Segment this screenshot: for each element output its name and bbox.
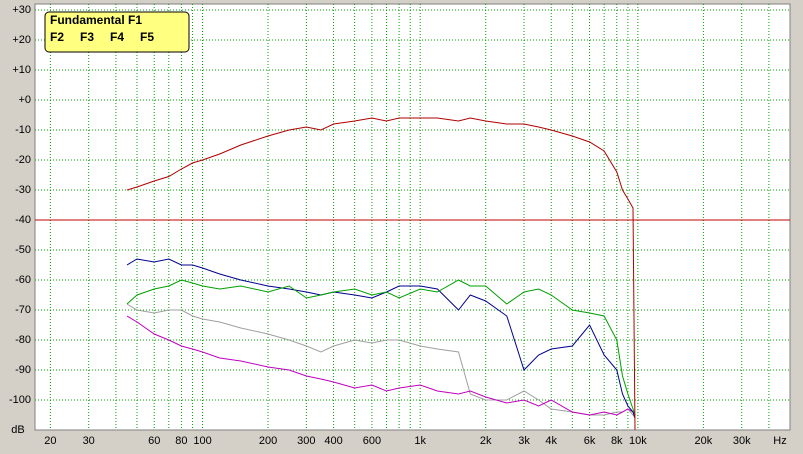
y-tick-label: +20 (12, 34, 31, 46)
y-axis-label: dB (11, 424, 24, 436)
x-tick-label: 1k (414, 435, 426, 447)
series-line (126, 303, 636, 419)
x-axis-label: Hz (773, 435, 786, 447)
y-tick-label: -30 (15, 184, 31, 196)
series-line (126, 258, 636, 419)
series-line (126, 279, 636, 416)
x-tick-label: 600 (363, 435, 381, 447)
legend: Fundamental F1 F2 F3 F4 F5 (44, 11, 190, 53)
y-tick-label: -80 (15, 334, 31, 346)
legend-box (44, 11, 190, 53)
x-tick-label: 6k (584, 435, 596, 447)
x-tick-label: 60 (148, 435, 160, 447)
legend-label: F3 (80, 30, 94, 44)
y-tick-label: -60 (15, 274, 31, 286)
x-tick-label: 200 (259, 435, 277, 447)
legend-label: Fundamental F1 (50, 13, 142, 27)
x-tick-label: 20k (695, 435, 713, 447)
y-tick-label: -40 (15, 214, 31, 226)
x-tick-label: 100 (193, 435, 211, 447)
legend-label: F5 (140, 30, 154, 44)
x-tick-label: 20 (44, 435, 56, 447)
plot-area (34, 3, 791, 431)
x-tick-label: 30k (733, 435, 751, 447)
legend-label: F2 (50, 30, 64, 44)
x-tick-label: 4k (545, 435, 557, 447)
x-tick-label: 2k (480, 435, 492, 447)
x-tick-label: 80 (175, 435, 187, 447)
x-tick-label: 30 (83, 435, 95, 447)
x-tick-label: 300 (297, 435, 315, 447)
x-tick-label: 10k (629, 435, 647, 447)
y-tick-label: -100 (9, 394, 31, 406)
x-tick-label: 400 (324, 435, 342, 447)
y-tick-label: -10 (15, 124, 31, 136)
series-line (126, 117, 636, 431)
y-tick-label: -70 (15, 304, 31, 316)
legend-label: F4 (110, 30, 124, 44)
y-tick-label: -90 (15, 364, 31, 376)
y-tick-label: +30 (12, 4, 31, 16)
y-tick-label: -50 (15, 244, 31, 256)
y-tick-label: +10 (12, 64, 31, 76)
x-tick-label: 8k (611, 435, 623, 447)
y-tick-label: +0 (18, 94, 31, 106)
series-line (126, 315, 636, 416)
x-tick-label: 3k (518, 435, 530, 447)
y-tick-label: -20 (15, 154, 31, 166)
